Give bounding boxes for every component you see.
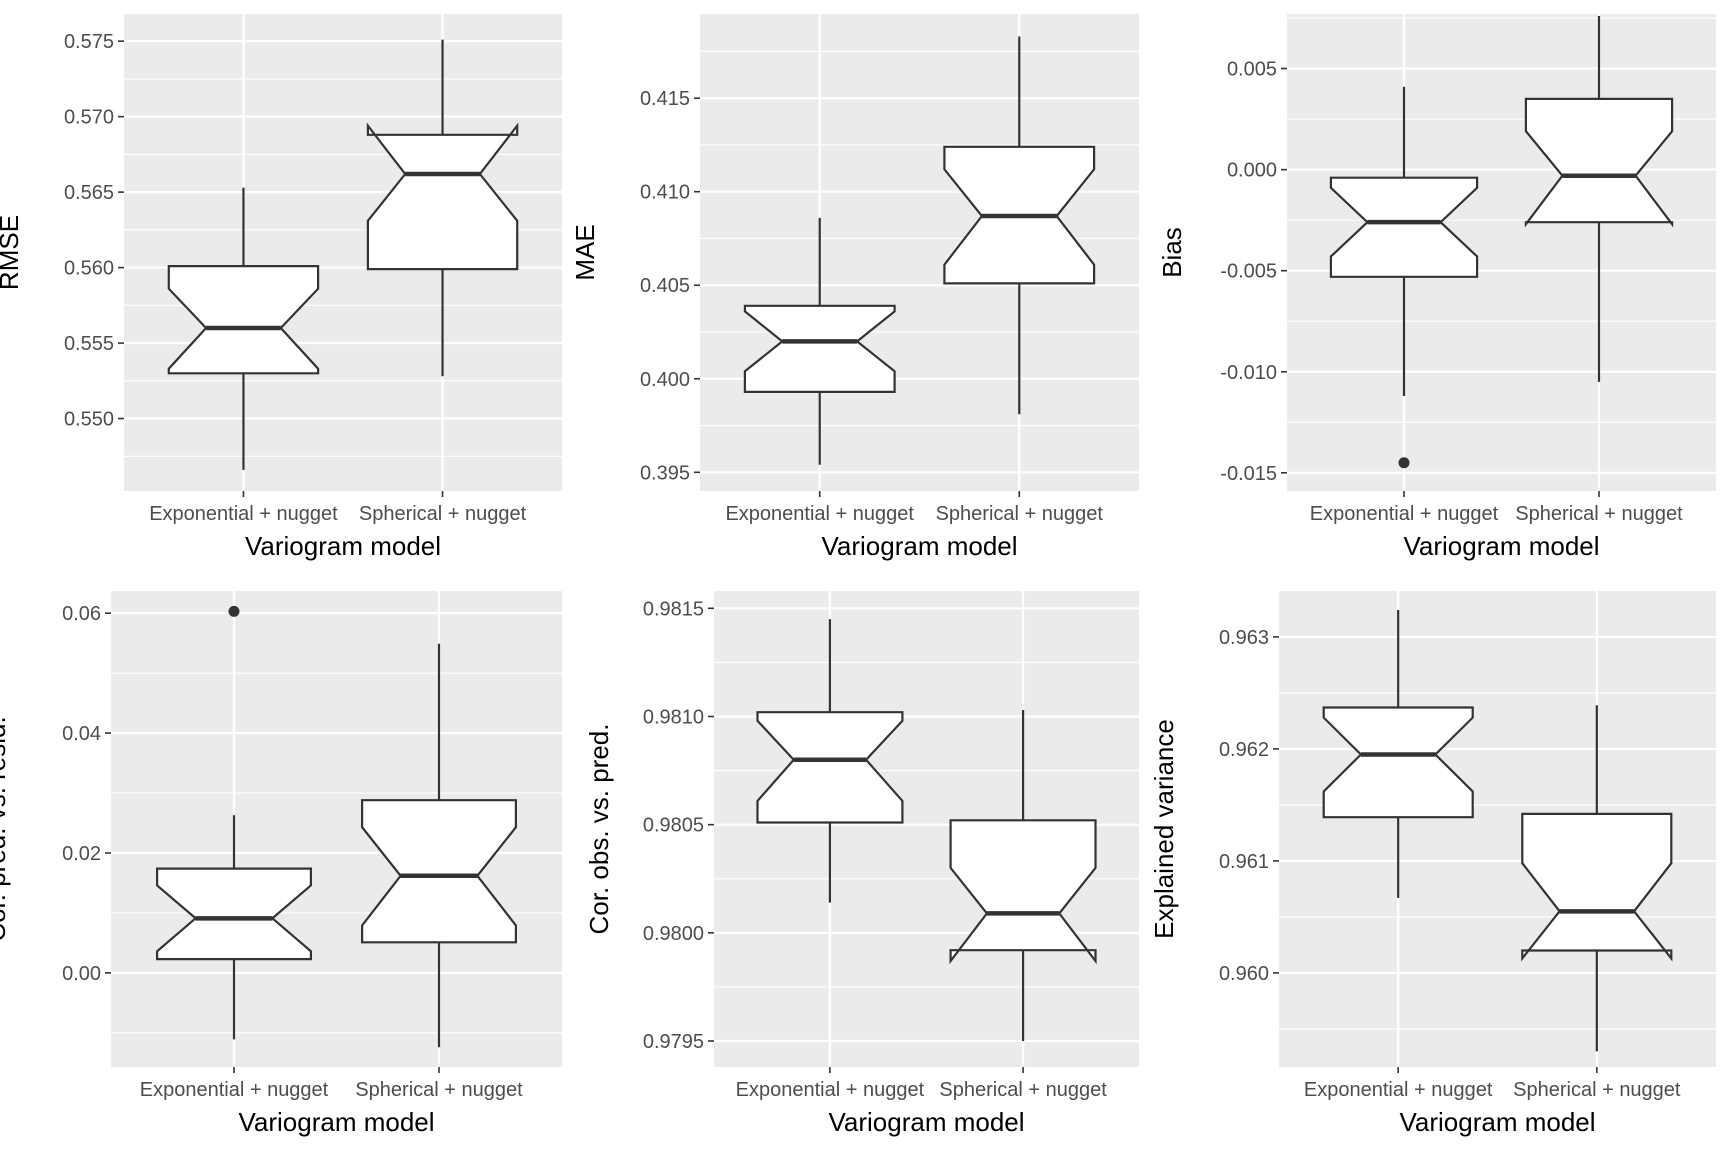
x-tick-label: Exponential + nugget [1310, 503, 1499, 525]
y-tick-label: -0.015 [1220, 463, 1277, 485]
y-tick-label: 0.575 [64, 31, 114, 53]
y-axis-title: Bias [1157, 227, 1187, 278]
y-axis-title: Explained variance [1149, 719, 1179, 939]
y-tick-label: 0.560 [64, 258, 114, 280]
y-axis-title: Cor. pred. vs. resid. [0, 716, 11, 941]
y-tick-label: 0.9800 [643, 923, 704, 945]
y-tick-label: 0.395 [640, 462, 690, 484]
y-axis-title: MAE [570, 224, 600, 280]
box-body [1322, 706, 1474, 819]
outlier-point [1398, 457, 1410, 469]
y-tick-label: -0.010 [1220, 362, 1277, 384]
y-tick-label: 0.06 [62, 603, 101, 625]
x-tick-label: Exponential + nugget [149, 503, 338, 525]
x-axis-title: Variogram model [828, 1107, 1024, 1137]
x-axis-title: Variogram model [821, 531, 1017, 561]
box-body [167, 265, 320, 375]
x-tick-label: Spherical + nugget [936, 503, 1104, 525]
y-tick-label: 0.9805 [643, 815, 704, 837]
box-body [366, 122, 519, 271]
chart-panel-4: 0.00 0.02 0.04 0.06 Exponential + nugget Sphe… [0, 591, 562, 1137]
x-axis-title: Variogram model [1403, 531, 1599, 561]
x-tick-label: Spherical + nugget [939, 1079, 1107, 1101]
x-tick-label: Spherical + nugget [355, 1079, 523, 1101]
x-tick-label: Exponential + nugget [1304, 1079, 1493, 1101]
x-axis-title: Variogram model [1399, 1107, 1595, 1137]
box-body [1524, 97, 1674, 228]
y-tick-label: 0.410 [640, 182, 690, 204]
box-body [361, 799, 518, 944]
outlier-point [228, 605, 240, 617]
x-tick-label: Exponential + nugget [736, 1079, 925, 1101]
y-tick-label: 0.570 [64, 107, 114, 129]
chart-panel-6: 0.960 0.961 0.962 0.963 Exponential + nugget… [1149, 591, 1716, 1137]
y-tick-label: 0.02 [62, 843, 101, 865]
y-tick-label: 0.400 [640, 369, 690, 391]
y-tick-label: 0.550 [64, 409, 114, 431]
x-tick-label: Spherical + nugget [359, 503, 527, 525]
y-tick-label: 0.555 [64, 333, 114, 355]
box-body [156, 867, 312, 961]
x-tick-label: Exponential + nugget [725, 503, 914, 525]
chart-panel-5: 0.9795 0.9800 0.9805 0.9810 0.9815 Exponentia… [584, 591, 1139, 1137]
x-axis-title: Variogram model [245, 531, 441, 561]
y-tick-label: 0.960 [1219, 963, 1269, 985]
y-tick-label: 0.000 [1227, 160, 1277, 182]
y-tick-label: 0.961 [1219, 851, 1269, 873]
y-tick-label: 0.00 [62, 963, 101, 985]
chart-panel-3: -0.015 -0.010 -0.005 0.000 0.005 Exponential … [1157, 14, 1716, 561]
y-tick-label: 0.005 [1227, 59, 1277, 81]
box-body [756, 711, 904, 824]
y-axis-title: Cor. obs. vs. pred. [584, 724, 614, 935]
box-body [743, 304, 896, 393]
box-body [1329, 176, 1479, 278]
y-tick-label: 0.405 [640, 275, 690, 297]
chart-panel-1: 0.550 0.555 0.560 0.565 0.570 0.575 Exponentia… [0, 14, 562, 561]
y-tick-label: 0.9795 [643, 1031, 704, 1053]
y-tick-label: 0.415 [640, 88, 690, 110]
y-tick-label: -0.005 [1220, 261, 1277, 283]
y-tick-label: 0.04 [62, 723, 101, 745]
x-axis-title: Variogram model [238, 1107, 434, 1137]
y-axis-title: RMSE [0, 215, 24, 290]
box-body [1521, 812, 1673, 962]
box-body [949, 819, 1097, 965]
chart-panel-2: 0.395 0.400 0.405 0.410 0.415 Exponential + n… [570, 14, 1139, 561]
x-tick-label: Exponential + nugget [140, 1079, 329, 1101]
y-tick-label: 0.9815 [643, 598, 704, 620]
x-tick-label: Spherical + nugget [1513, 1079, 1681, 1101]
y-tick-label: 0.565 [64, 182, 114, 204]
y-tick-label: 0.963 [1219, 627, 1269, 649]
y-tick-label: 0.9810 [643, 706, 704, 728]
x-tick-label: Spherical + nugget [1515, 503, 1683, 525]
y-tick-label: 0.962 [1219, 739, 1269, 761]
